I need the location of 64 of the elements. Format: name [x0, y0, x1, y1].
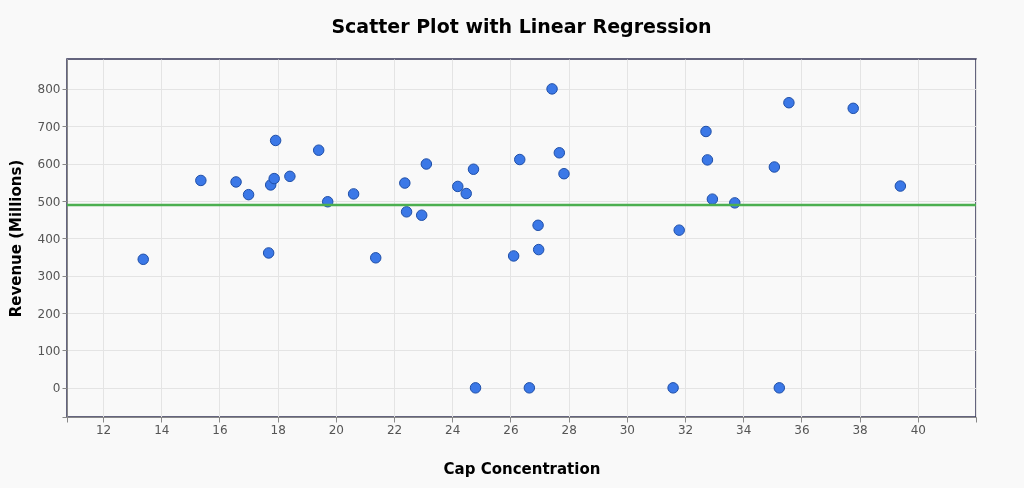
point — [230, 176, 242, 188]
y-tick-label: 500 — [37, 194, 61, 209]
point — [847, 102, 859, 115]
point — [312, 144, 325, 156]
y-tick-label: 800 — [37, 82, 61, 97]
point — [507, 250, 520, 262]
x-tick-label: 36 — [794, 422, 810, 437]
y-tick-label: 400 — [37, 231, 61, 246]
point — [460, 187, 472, 200]
point — [546, 83, 558, 95]
x-tick-label: 14 — [154, 422, 170, 437]
point — [284, 170, 296, 183]
y-tick-label: 700 — [37, 119, 61, 134]
point — [523, 382, 536, 394]
point — [532, 243, 545, 256]
x-tick-label: 38 — [852, 422, 868, 437]
point — [469, 382, 482, 394]
point — [242, 188, 255, 201]
point — [700, 125, 712, 138]
point — [706, 193, 719, 205]
point — [768, 161, 781, 173]
x-tick-label: 28 — [561, 422, 577, 437]
y-tick-label: 600 — [37, 157, 61, 172]
point — [667, 382, 679, 394]
point — [894, 180, 907, 192]
point — [268, 172, 280, 185]
point — [269, 134, 282, 147]
chart-title: Scatter Plot with Linear Regression — [331, 15, 712, 37]
x-tick-label: 18 — [270, 422, 286, 437]
y-tick-label: 0 — [52, 381, 61, 396]
point — [420, 158, 433, 170]
x-tick-label: 12 — [95, 422, 112, 437]
y-tick-label: 300 — [37, 269, 61, 284]
point — [558, 167, 570, 180]
point — [701, 154, 714, 166]
point — [532, 219, 544, 232]
x-tick-label: 22 — [386, 422, 403, 437]
point — [773, 382, 786, 394]
x-tick-label: 32 — [677, 422, 694, 437]
point — [137, 253, 149, 266]
point — [369, 252, 382, 264]
x-tick-label: 34 — [736, 422, 752, 437]
point — [553, 147, 566, 159]
point — [347, 188, 360, 200]
x-tick-label: 40 — [910, 422, 926, 437]
x-tick-label: 24 — [445, 422, 461, 437]
point — [399, 177, 411, 189]
y-axis-title: Revenue (Millions) — [6, 159, 25, 318]
point — [467, 163, 480, 175]
point — [262, 247, 275, 259]
point — [400, 206, 413, 218]
x-tick-label: 26 — [503, 422, 519, 437]
x-tick-label: 20 — [328, 422, 344, 437]
x-axis-title: Cap Concentration — [443, 459, 601, 478]
point — [452, 180, 464, 193]
point — [514, 153, 526, 166]
point — [783, 96, 795, 109]
point — [195, 174, 207, 187]
point — [673, 224, 685, 236]
y-tick-label: 100 — [37, 343, 61, 358]
y-tick-label: 200 — [37, 306, 61, 321]
point — [415, 209, 428, 221]
x-tick-label: 16 — [212, 422, 228, 437]
x-tick-label: 30 — [619, 422, 635, 437]
